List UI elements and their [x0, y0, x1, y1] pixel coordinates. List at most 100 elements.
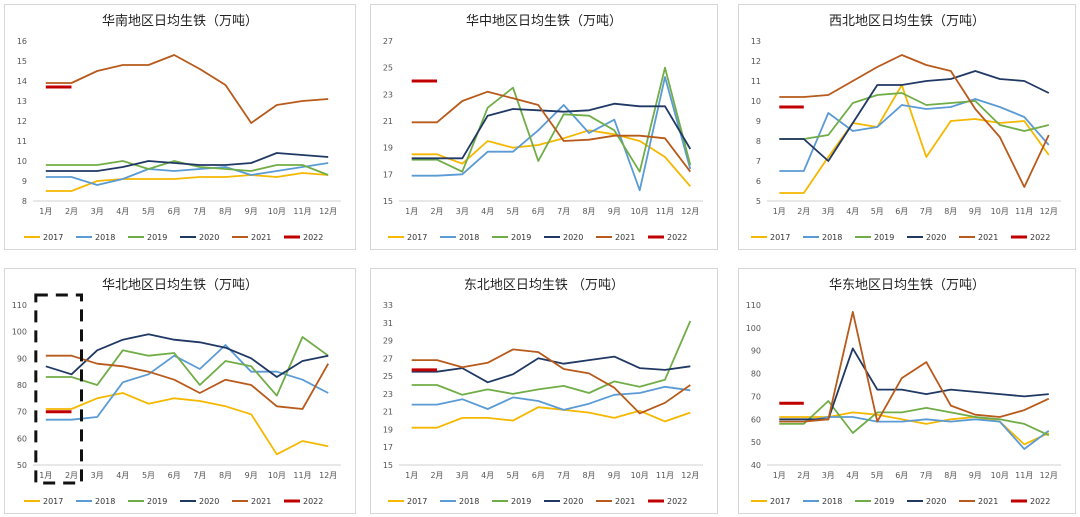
chart-panel-dongbei: 东北地区日均生铁 （万吨） 15 17 19 21 23 25 27 29 31 33 1月 2月 3月 4… [370, 268, 718, 514]
x-tick-label: 8月 [582, 471, 595, 480]
x-tick-label: 9月 [608, 207, 621, 216]
y-tick-label: 90 [17, 354, 27, 363]
chart-title: 华南地区日均生铁（万吨） [102, 13, 258, 29]
y-tick-label: 10 [751, 97, 761, 106]
x-tick-label: 2月 [797, 471, 810, 480]
y-tick-label: 110 [12, 301, 27, 310]
x-tick-label: 2月 [65, 207, 78, 216]
x-tick-label: 5月 [142, 471, 155, 480]
y-tick-label: 21 [383, 408, 393, 417]
legend-label-2018: 2018 [822, 233, 842, 242]
series-line-2021 [411, 348, 691, 415]
chart-svg: 华中地区日均生铁（万吨） 15 17 19 21 23 25 27 1月 2月 3月 4月 5月 6月 7月… [383, 14, 703, 242]
x-tick-label: 1月 [405, 471, 418, 480]
legend-label-2017: 2017 [43, 233, 63, 242]
chart-svg: 华北地区日均生铁（万吨） 50 60 70 80 90 100 110 1月 2月 3月 4月 5月 6月… [12, 278, 341, 506]
x-tick-label: 2月 [430, 207, 443, 216]
x-tick-label: 11月 [656, 207, 674, 216]
y-tick-label: 8 [756, 137, 761, 146]
chart-title: 东北地区日均生铁 （万吨） [464, 278, 624, 293]
series-line-2020 [779, 70, 1050, 162]
y-tick-label: 27 [383, 354, 393, 363]
highlight-box [34, 293, 84, 485]
x-tick-label: 12月 [319, 471, 337, 480]
y-tick-label: 23 [383, 90, 393, 99]
x-tick-label: 11月 [293, 471, 311, 480]
y-tick-label: 23 [383, 390, 393, 399]
x-tick-label: 12月 [1040, 471, 1058, 480]
x-tick-label: 11月 [1015, 471, 1033, 480]
series-line-2017 [45, 392, 329, 456]
legend-label-2020: 2020 [926, 497, 946, 506]
x-tick-label: 7月 [557, 207, 570, 216]
series-line-2018 [411, 385, 691, 411]
x-tick-label: 8月 [219, 471, 232, 480]
y-tick-label: 25 [383, 372, 393, 381]
x-tick-label: 7月 [557, 471, 570, 480]
series-line-2018 [45, 162, 329, 186]
x-tick-label: 10月 [268, 471, 286, 480]
y-tick-label: 9 [22, 177, 27, 186]
y-tick-label: 10 [17, 157, 27, 166]
y-tick-label: 60 [751, 415, 761, 424]
x-tick-label: 3月 [91, 207, 104, 216]
x-tick-label: 9月 [969, 471, 982, 480]
x-tick-label: 3月 [91, 471, 104, 480]
chart-title: 华中地区日均生铁（万吨） [466, 14, 622, 29]
chart-title: 华北地区日均生铁（万吨） [102, 278, 258, 293]
y-tick-label: 14 [17, 77, 27, 86]
x-tick-label: 1月 [39, 207, 52, 216]
series-line-2018 [411, 76, 692, 192]
x-tick-label: 4月 [116, 471, 129, 480]
x-tick-label: 4月 [481, 471, 494, 480]
y-tick-label: 25 [383, 64, 393, 73]
y-tick-label: 15 [17, 57, 27, 66]
legend-label-2022: 2022 [667, 233, 687, 242]
y-tick-label: 70 [751, 392, 761, 401]
x-tick-label: 12月 [681, 471, 699, 480]
y-tick-label: 12 [751, 57, 761, 66]
x-tick-label: 1月 [773, 207, 786, 216]
series-line-2019 [411, 320, 692, 396]
series-line-2019 [779, 400, 1050, 437]
x-tick-label: 8月 [582, 207, 595, 216]
x-tick-label: 7月 [193, 471, 206, 480]
x-tick-label: 1月 [39, 471, 52, 480]
x-tick-label: 8月 [944, 207, 957, 216]
series-line-2021 [411, 90, 692, 173]
series-line-2021 [779, 54, 1050, 188]
legend-label-2021: 2021 [251, 233, 271, 242]
legend-label-2021: 2021 [978, 497, 998, 506]
series-line-2019 [45, 336, 329, 397]
series-line-2019 [411, 66, 692, 173]
y-tick-label: 60 [17, 434, 27, 443]
x-tick-label: 10月 [991, 471, 1009, 480]
x-tick-label: 10月 [991, 207, 1009, 216]
legend-label-2018: 2018 [95, 497, 115, 506]
x-tick-label: 12月 [681, 207, 699, 216]
legend-label-2017: 2017 [770, 497, 790, 506]
legend-label-2019: 2019 [147, 497, 167, 506]
chart-svg: 华南地区日均生铁（万吨） 8 9 10 11 12 13 14 15 16 1月 2月 3月 4月 5月 6月… [17, 13, 341, 242]
x-tick-label: 9月 [245, 471, 258, 480]
x-tick-label: 3月 [456, 207, 469, 216]
chart-svg: 西北地区日均生铁（万吨） 5 6 7 8 9 10 11 12 13 1月 2月 3月 4月 5月 6月 7月 8… [751, 14, 1061, 242]
chart-title: 华东地区日均生铁（万吨） [829, 278, 985, 293]
y-tick-label: 16 [17, 37, 27, 46]
series-line-2020 [411, 102, 692, 160]
y-tick-label: 50 [751, 438, 761, 447]
chart-panel-huanan: 华南地区日均生铁（万吨） 8 9 10 11 12 13 14 15 16 1月 2月 3月 4月 5月 6月… [4, 4, 356, 250]
series-line-2017 [411, 129, 691, 187]
legend-label-2021: 2021 [251, 497, 271, 506]
y-tick-label: 19 [383, 144, 393, 153]
legend-label-2020: 2020 [199, 497, 219, 506]
series-line-2020 [45, 333, 329, 378]
y-tick-label: 19 [383, 425, 393, 434]
legend-label-2022: 2022 [667, 497, 687, 506]
y-tick-label: 29 [383, 337, 393, 346]
x-tick-label: 12月 [319, 207, 337, 216]
y-tick-label: 40 [751, 461, 761, 470]
legend-label-2017: 2017 [43, 497, 63, 506]
chart-title: 西北地区日均生铁（万吨） [829, 14, 985, 29]
x-tick-label: 6月 [168, 471, 181, 480]
